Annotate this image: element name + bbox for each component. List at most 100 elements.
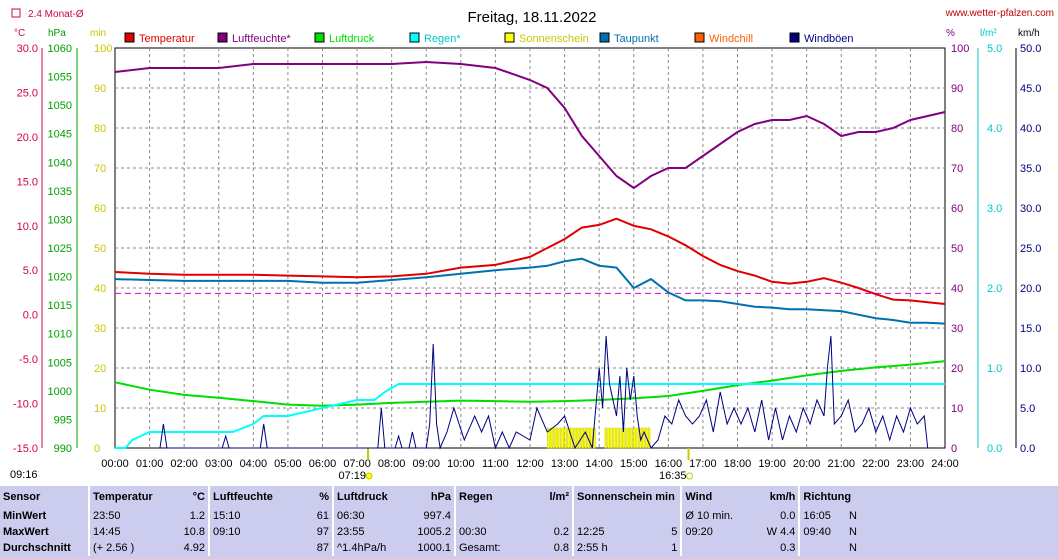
x-tick-label: 03:00 — [205, 458, 233, 470]
legend-label: Taupunkt — [614, 33, 659, 45]
sunshine-bar — [590, 427, 593, 449]
legend-label: Temperatur — [139, 33, 195, 45]
stats-cell-temp-v: 10.8 — [183, 526, 205, 538]
x-tick-label: 24:00 — [931, 458, 959, 470]
sunshine-tick-label: 50 — [94, 243, 106, 255]
x-tick-label: 09:00 — [412, 458, 440, 470]
x-tick-label: 20:00 — [793, 458, 821, 470]
sunset-label: 16:35 — [659, 470, 687, 482]
wind-unit: km/h — [1018, 28, 1040, 39]
humidity-tick-label: 0 — [951, 443, 957, 455]
temp-tick-label: -15.0 — [13, 443, 38, 455]
header-sun: Sonnenschein min — [571, 486, 682, 508]
rain-tick-label: 1.0 — [987, 363, 1002, 375]
wind-tick-label: 10.0 — [1020, 363, 1041, 375]
legend-label: Windchill — [709, 33, 753, 45]
stats-cell-sun-t — [571, 508, 654, 524]
header-sensor: Sensor — [3, 491, 41, 503]
sunshine-bar — [630, 427, 633, 449]
pressure-tick-label: 1035 — [48, 186, 72, 198]
pressure-tick-label: 1005 — [48, 357, 72, 369]
sunshine-bar — [647, 427, 651, 449]
stats-cell-label: MinWert — [3, 510, 47, 522]
sunshine-bar — [619, 427, 622, 449]
header-temp-unit: °C — [192, 491, 205, 503]
stats-cell-rain-v: 0.2 — [553, 526, 569, 538]
series-line-regen — [115, 383, 945, 449]
monthly-avg-label: 2.4 Monat-Ø — [28, 9, 84, 20]
sunshine-bar — [572, 427, 576, 449]
legend-swatch — [789, 32, 800, 43]
stats-cell-hum-t: 15:10 — [208, 508, 290, 524]
legend-swatch — [504, 32, 515, 43]
stats-cell-press-t: 23:55 — [332, 524, 402, 540]
stats-cell-wind-t — [680, 540, 751, 556]
temp-tick-label: 20.0 — [17, 132, 38, 144]
stats-cell-temp-t: (+ 2.56 ) — [88, 540, 166, 556]
x-tick-label: 21:00 — [827, 458, 855, 470]
stats-cell-rain-t: Gesamt: — [454, 540, 520, 556]
legend-swatch — [124, 32, 135, 43]
sunshine-tick-label: 70 — [94, 163, 106, 175]
stats-cell-temp-v: 4.92 — [183, 542, 205, 554]
pressure-tick-label: 1010 — [48, 329, 72, 341]
temp-tick-label: 30.0 — [17, 43, 38, 55]
rain-tick-label: 4.0 — [987, 123, 1002, 135]
temp-unit: °C — [14, 28, 25, 39]
x-tick-label: 04:00 — [240, 458, 268, 470]
humidity-tick-label: 90 — [951, 83, 963, 95]
humidity-tick-label: 60 — [951, 203, 963, 215]
weather-chart: Freitag, 18.11.2022 www.wetter-pfalzen.co… — [10, 8, 1054, 482]
sunshine-bar — [584, 427, 587, 449]
stats-cell-sun-v: 1 — [671, 542, 678, 554]
sunshine-bar — [581, 427, 585, 449]
stats-cell-wind-v: W 4.4 — [766, 526, 796, 538]
pressure-tick-label: 1040 — [48, 157, 72, 169]
x-tick-label: 07:00 — [343, 458, 371, 470]
pressure-tick-label: 1030 — [48, 214, 72, 226]
monthly-avg-icon — [11, 8, 21, 18]
pressure-tick-label: 1000 — [48, 386, 72, 398]
stats-cell-wind-t: 09:20 — [680, 524, 751, 540]
x-tick-label: 11:00 — [482, 458, 509, 470]
humidity-tick-label: 70 — [951, 163, 963, 175]
wind-tick-label: 40.0 — [1020, 123, 1041, 135]
sunshine-bar — [610, 427, 613, 449]
stats-cell-rain-t: 00:30 — [454, 524, 520, 540]
sunshine-bar — [564, 427, 567, 449]
sunshine-tick-label: 10 — [94, 403, 106, 415]
legend-swatch — [694, 32, 705, 43]
stats-cell-hum-v: 97 — [316, 526, 329, 538]
humidity-tick-label: 50 — [951, 243, 963, 255]
sunshine-bar — [642, 427, 645, 449]
sunshine-bar — [604, 427, 608, 449]
stats-cell-hum-t — [208, 540, 290, 556]
x-tick-label: 18:00 — [724, 458, 752, 470]
stats-cell-dir-v: N — [849, 510, 857, 522]
wind-tick-label: 5.0 — [1020, 403, 1035, 415]
x-tick-label: 17:00 — [689, 458, 717, 470]
header-temp: Temperatur — [88, 486, 166, 508]
legend-label: Luftfeuchte* — [232, 33, 291, 45]
x-tick-label: 15:00 — [620, 458, 648, 470]
wind-tick-label: 45.0 — [1020, 83, 1041, 95]
stats-cell-sun-v: 5 — [671, 526, 678, 538]
sunshine-bar — [636, 427, 639, 449]
x-tick-label: 14:00 — [585, 458, 613, 470]
x-tick-label: 06:00 — [309, 458, 337, 470]
stats-cell-press-t: ^1.4hPa/h — [332, 540, 402, 556]
x-tick-label: 23:00 — [897, 458, 925, 470]
wind-tick-label: 25.0 — [1020, 243, 1041, 255]
stats-cell-sun-t: 12:25 — [571, 524, 654, 540]
stats-cell-dir-t: 16:05 — [798, 508, 843, 524]
sunrise-label: 07:19 — [339, 470, 367, 482]
humidity-tick-label: 80 — [951, 123, 963, 135]
temp-tick-label: -10.0 — [13, 399, 38, 411]
wind-tick-label: 15.0 — [1020, 323, 1041, 335]
stats-cell-press-v: 1000.1 — [417, 542, 451, 554]
sunshine-bar — [624, 427, 628, 449]
sunshine-bar — [633, 427, 636, 449]
stats-cell-rain-t — [454, 508, 520, 524]
x-tick-label: 01:00 — [136, 458, 164, 470]
stats-cell-hum-v: 61 — [316, 510, 329, 522]
